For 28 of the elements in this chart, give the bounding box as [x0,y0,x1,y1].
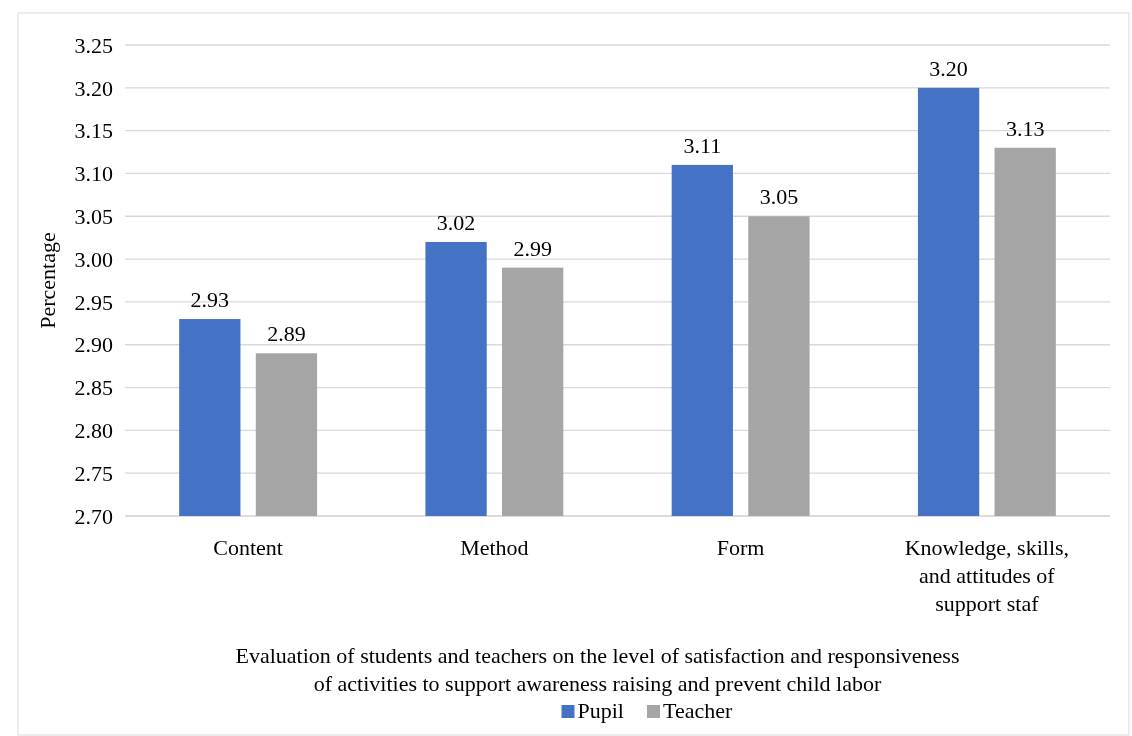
y-tick-label: 3.10 [74,161,113,187]
data-label: 2.89 [267,321,306,347]
legend-label: Teacher [663,698,733,723]
y-tick-label: 2.70 [74,503,113,529]
y-tick-label: 2.80 [74,418,113,444]
x-tick-label: Content [213,535,283,560]
y-tick-label: 2.90 [74,332,113,358]
data-label: 3.11 [683,132,722,158]
legend-label: Pupil [577,698,624,723]
data-label: 2.93 [190,287,230,313]
y-tick-label: 3.15 [74,118,113,144]
y-tick-label: 3.05 [74,203,113,229]
x-axis-title: Evaluation of students and teachers on the level of satisfaction and responsiveness of activities to support awareness raising and prevent child labor [235,643,960,696]
data-label: 2.99 [513,235,552,261]
y-tick-label: 2.85 [74,375,113,401]
y-tick-label: 3.00 [74,246,113,272]
data-label: 3.13 [1005,115,1045,141]
data-label: 3.20 [929,55,968,81]
x-tick-label: Knowledge, skills, and attitudes of support staf [904,535,1070,616]
data-label: 3.02 [436,209,476,235]
x-tick-label: Method [460,535,529,560]
y-axis-title: Percentage [35,232,60,329]
y-tick-label: 2.95 [74,289,113,315]
y-tick-label: 3.25 [74,32,113,58]
y-tick-label: 3.20 [74,75,113,101]
y-tick-label: 2.75 [74,460,113,486]
data-label: 3.05 [759,184,799,210]
x-tick-label: Form [716,535,765,560]
